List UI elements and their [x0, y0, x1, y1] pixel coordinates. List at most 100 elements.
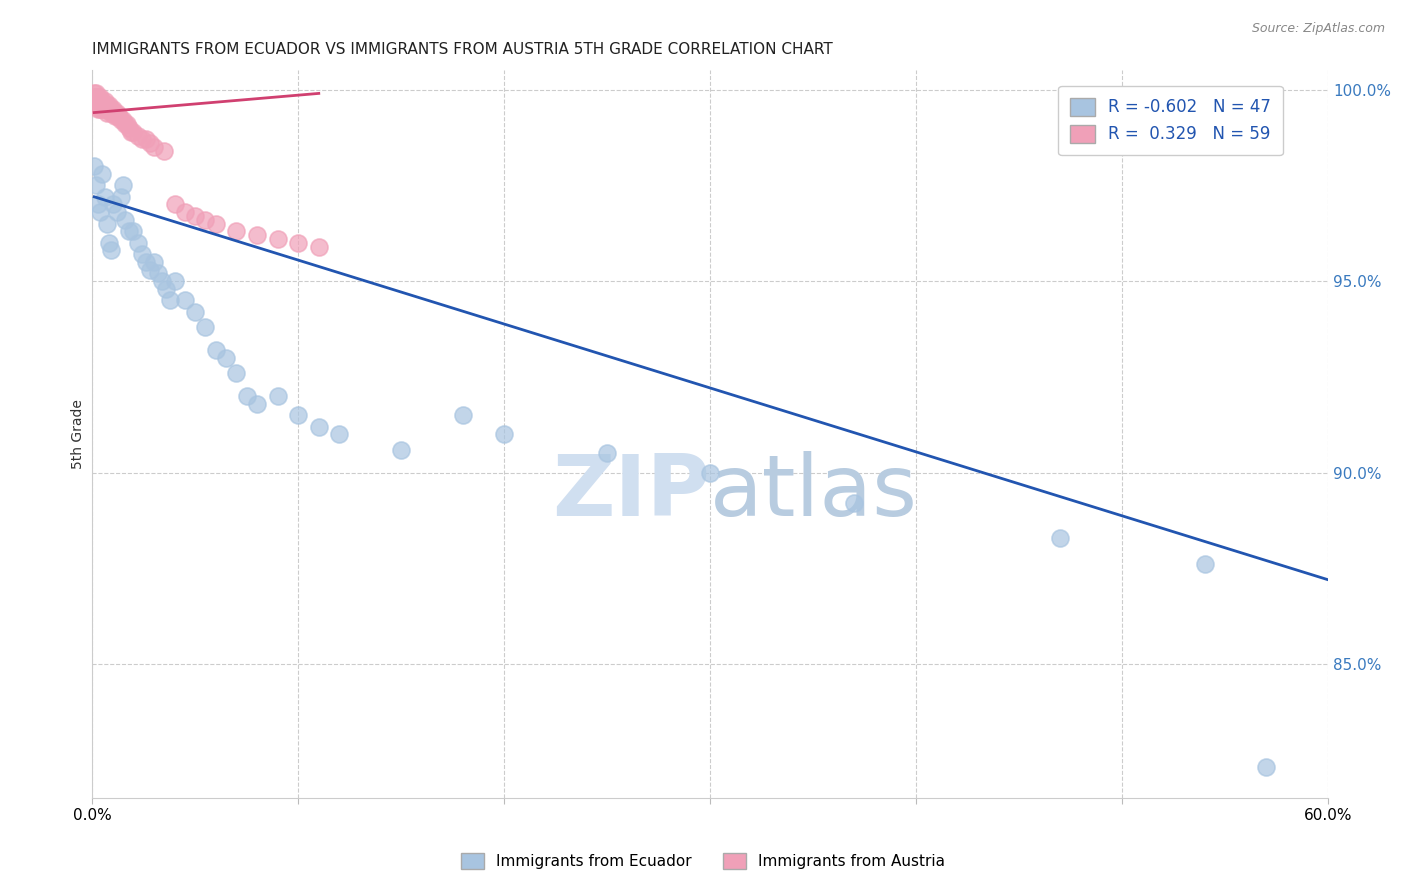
Point [596, 446, 619, 460]
Point [100, 244, 122, 258]
Point [96, 217, 118, 231]
Point [93, 190, 115, 204]
Point [105, 105, 128, 120]
Point [101, 102, 124, 116]
Point [266, 232, 288, 246]
Point [91, 167, 114, 181]
Point [89, 205, 111, 219]
Point [112, 178, 135, 193]
Point [131, 247, 153, 261]
Point [120, 125, 142, 139]
Point [150, 274, 173, 288]
Point [105, 205, 128, 219]
Point [146, 267, 169, 281]
Point [84, 98, 107, 112]
Point [155, 282, 177, 296]
Point [108, 109, 131, 123]
Point [89, 98, 111, 112]
Point [101, 197, 124, 211]
Point [194, 212, 217, 227]
Point [699, 466, 721, 480]
Point [87, 90, 110, 104]
Point [1256, 760, 1278, 774]
Point [87, 197, 110, 211]
Point [83, 98, 105, 112]
Point [83, 87, 105, 101]
Point [114, 117, 136, 131]
Point [89, 94, 111, 108]
Point [83, 94, 105, 108]
Point [127, 235, 149, 250]
Point [389, 442, 412, 457]
Point [153, 144, 176, 158]
Point [104, 105, 127, 120]
Point [139, 262, 162, 277]
Text: IMMIGRANTS FROM ECUADOR VS IMMIGRANTS FROM AUSTRIA 5TH GRADE CORRELATION CHART: IMMIGRANTS FROM ECUADOR VS IMMIGRANTS FR… [93, 42, 832, 57]
Point [83, 90, 105, 104]
Point [287, 235, 309, 250]
Point [114, 212, 136, 227]
Point [225, 366, 247, 380]
Text: atlas: atlas [710, 451, 918, 534]
Point [93, 94, 115, 108]
Point [159, 293, 181, 308]
Point [110, 190, 132, 204]
Point [84, 87, 107, 101]
Point [122, 224, 145, 238]
Point [163, 274, 186, 288]
Point [110, 113, 132, 128]
Point [96, 105, 118, 120]
Point [173, 205, 195, 219]
Point [97, 102, 120, 116]
Point [87, 98, 110, 112]
Point [89, 102, 111, 116]
Point [1049, 531, 1071, 545]
Point [308, 419, 330, 434]
Point [100, 102, 122, 116]
Point [83, 159, 105, 173]
Point [204, 217, 226, 231]
Point [100, 105, 122, 120]
Point [91, 94, 114, 108]
Point [89, 90, 111, 104]
Point [84, 94, 107, 108]
Point [235, 389, 257, 403]
Point [93, 102, 115, 116]
Legend: Immigrants from Ecuador, Immigrants from Austria: Immigrants from Ecuador, Immigrants from… [456, 847, 950, 875]
Point [96, 102, 118, 116]
Point [204, 343, 226, 357]
Text: ZIP: ZIP [553, 451, 710, 534]
Point [844, 496, 866, 510]
Point [84, 178, 107, 193]
Point [184, 209, 207, 223]
Point [246, 228, 269, 243]
Point [246, 396, 269, 410]
Point [143, 140, 166, 154]
Point [91, 98, 114, 112]
Point [1194, 558, 1216, 572]
Point [194, 320, 217, 334]
Legend: R = -0.602   N = 47, R =  0.329   N = 59: R = -0.602 N = 47, R = 0.329 N = 59 [1059, 86, 1282, 155]
Point [225, 224, 247, 238]
Point [104, 109, 127, 123]
Point [184, 304, 207, 318]
Point [87, 102, 110, 116]
Point [127, 128, 149, 143]
Point [105, 109, 128, 123]
Point [494, 427, 516, 442]
Point [115, 117, 138, 131]
Point [451, 408, 474, 422]
Point [163, 197, 186, 211]
Point [96, 98, 118, 112]
Point [84, 90, 107, 104]
Point [308, 239, 330, 253]
Point [118, 120, 141, 135]
Point [91, 102, 114, 116]
Point [97, 235, 120, 250]
Point [118, 224, 141, 238]
Point [93, 98, 115, 112]
Point [215, 351, 238, 365]
Point [101, 105, 124, 120]
Point [173, 293, 195, 308]
Point [287, 408, 309, 422]
